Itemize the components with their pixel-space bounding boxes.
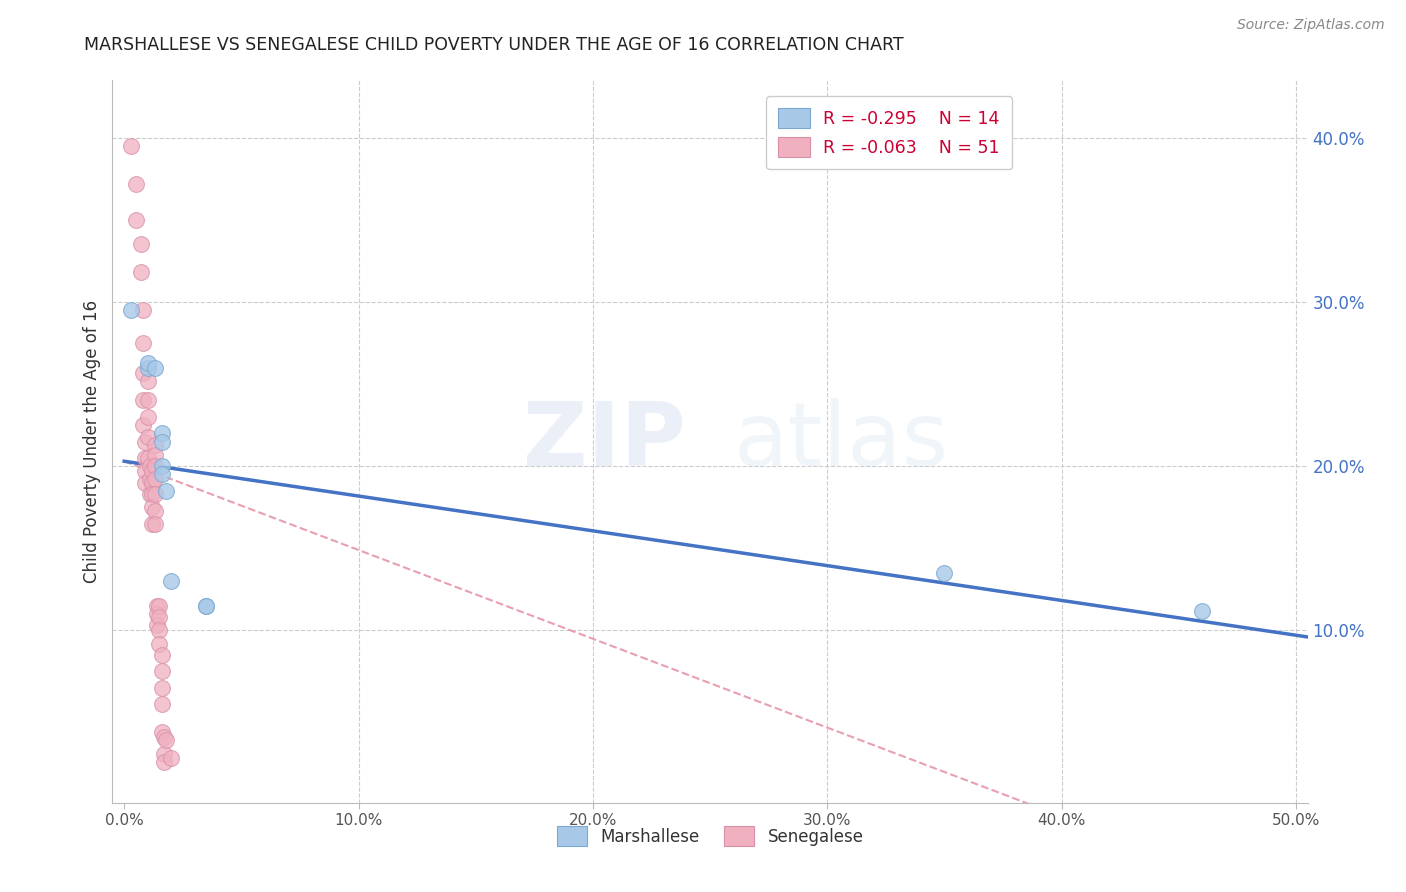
Point	[132, 336, 155, 351]
Point	[132, 303, 155, 318]
Point	[143, 448, 166, 462]
Point	[134, 434, 156, 449]
Point	[125, 177, 148, 191]
Point	[139, 487, 162, 501]
Point	[136, 360, 159, 375]
Point	[125, 212, 148, 227]
Point	[129, 237, 152, 252]
Point	[148, 599, 170, 613]
Point	[136, 429, 159, 443]
Text: MARSHALLESE VS SENEGALESE CHILD POVERTY UNDER THE AGE OF 16 CORRELATION CHART: MARSHALLESE VS SENEGALESE CHILD POVERTY …	[84, 36, 904, 54]
Point	[120, 139, 142, 153]
Text: Source: ZipAtlas.com: Source: ZipAtlas.com	[1237, 18, 1385, 32]
Point	[132, 366, 155, 380]
Point	[155, 483, 177, 498]
Point	[143, 516, 166, 531]
Point	[148, 636, 170, 650]
Point	[150, 467, 173, 482]
Point	[195, 599, 218, 613]
Point	[134, 475, 156, 490]
Text: ZIP: ZIP	[523, 398, 686, 485]
Point	[934, 566, 956, 580]
Point	[160, 574, 183, 588]
Point	[132, 393, 155, 408]
Point	[150, 681, 173, 695]
Point	[141, 487, 163, 501]
Point	[150, 459, 173, 474]
Point	[141, 464, 163, 478]
Point	[143, 503, 166, 517]
Point	[1191, 604, 1213, 618]
Point	[146, 599, 169, 613]
Point	[195, 599, 218, 613]
Point	[150, 648, 173, 662]
Point	[134, 450, 156, 465]
Point	[141, 475, 163, 490]
Point	[136, 409, 159, 424]
Point	[136, 450, 159, 465]
Point	[153, 747, 176, 761]
Point	[136, 374, 159, 388]
Point	[148, 610, 170, 624]
Point	[141, 500, 163, 515]
Point	[143, 487, 166, 501]
Point	[150, 665, 173, 679]
Point	[141, 516, 163, 531]
Point	[146, 618, 169, 632]
Point	[134, 464, 156, 478]
Point	[160, 751, 183, 765]
Point	[143, 360, 166, 375]
Point	[136, 393, 159, 408]
Point	[132, 418, 155, 433]
Legend: Marshallese, Senegalese: Marshallese, Senegalese	[550, 820, 870, 852]
Point	[143, 472, 166, 486]
Point	[139, 459, 162, 474]
Point	[155, 733, 177, 747]
Point	[143, 459, 166, 474]
Point	[120, 303, 142, 318]
Y-axis label: Child Poverty Under the Age of 16: Child Poverty Under the Age of 16	[83, 300, 101, 583]
Point	[139, 472, 162, 486]
Point	[136, 356, 159, 370]
Point	[129, 265, 152, 279]
Point	[148, 624, 170, 638]
Point	[153, 730, 176, 744]
Point	[146, 607, 169, 621]
Text: atlas: atlas	[734, 398, 949, 485]
Point	[150, 426, 173, 441]
Point	[150, 725, 173, 739]
Point	[150, 434, 173, 449]
Point	[143, 438, 166, 452]
Point	[150, 698, 173, 712]
Point	[153, 755, 176, 769]
